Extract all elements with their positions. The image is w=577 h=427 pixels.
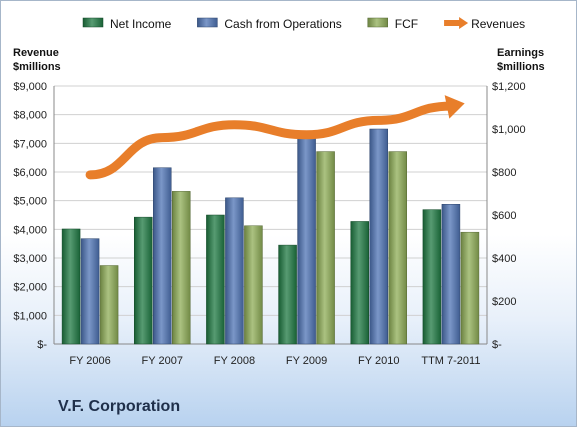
- left-tick-label: $-: [37, 339, 47, 351]
- bar-cash-from-operations: [80, 238, 100, 345]
- legend-swatch: [82, 17, 104, 28]
- x-tick-label: FY 2009: [286, 355, 327, 367]
- right-tick-label: $-: [492, 339, 502, 351]
- left-tick-label: $2,000: [13, 282, 47, 294]
- left-tick-label: $7,000: [13, 138, 47, 150]
- revenues-line: [85, 101, 456, 180]
- x-tick-label: TTM 7-2011: [421, 355, 480, 367]
- x-tick-label: FY 2007: [142, 355, 183, 367]
- right-tick-label: $1,000: [492, 124, 526, 136]
- right-axis-title: Earnings: [497, 47, 544, 59]
- right-tick-label: $600: [492, 210, 516, 222]
- left-axis-title-unit: $millions: [13, 61, 61, 73]
- right-tick-label: $1,200: [492, 81, 526, 93]
- right-tick-label: $400: [492, 253, 516, 265]
- left-axis-title: Revenue: [13, 47, 59, 59]
- legend-swatch-arrowhead: [459, 17, 469, 29]
- bar-fcf: [99, 265, 119, 345]
- legend-label: FCF: [395, 17, 418, 31]
- x-tick-label: FY 2010: [358, 355, 399, 367]
- company-name: V.F. Corporation: [58, 398, 181, 415]
- left-tick-label: $4,000: [13, 224, 47, 236]
- bar-cash-from-operations: [225, 197, 244, 345]
- left-tick-label: $5,000: [13, 196, 47, 208]
- bar-cash-from-operations: [441, 204, 461, 345]
- bar-fcf: [244, 225, 263, 345]
- left-tick-label: $9,000: [13, 81, 47, 93]
- legend-label: Net Income: [110, 17, 172, 31]
- bar-net-income: [206, 214, 225, 345]
- legend-label: Revenues: [471, 17, 525, 31]
- bar-net-income: [134, 216, 153, 345]
- bar-net-income: [350, 221, 369, 345]
- bar-net-income: [61, 228, 81, 345]
- bar-fcf: [172, 191, 191, 345]
- left-tick-label: $3,000: [13, 253, 47, 265]
- legend-swatch: [367, 17, 388, 28]
- right-tick-label: $200: [492, 296, 516, 308]
- bar-net-income: [422, 209, 442, 345]
- x-tick-label: FY 2008: [214, 355, 255, 367]
- x-tick-label: FY 2006: [69, 355, 110, 367]
- bar-cash-from-operations: [369, 128, 388, 345]
- bar-fcf: [388, 151, 407, 345]
- revenues-arrowhead: [444, 95, 465, 119]
- left-tick-label: $8,000: [13, 110, 47, 122]
- bar-fcf: [316, 151, 335, 345]
- left-tick-label: $6,000: [13, 167, 47, 179]
- bar-net-income: [278, 244, 297, 345]
- right-tick-label: $800: [492, 167, 516, 179]
- legend-swatch: [197, 17, 218, 28]
- bar-cash-from-operations: [297, 133, 316, 345]
- right-axis-title-unit: $millions: [497, 61, 545, 73]
- left-tick-label: $1,000: [13, 310, 47, 322]
- bar-cash-from-operations: [153, 167, 172, 345]
- legend-label: Cash from Operations: [224, 17, 341, 31]
- bar-fcf: [460, 231, 480, 345]
